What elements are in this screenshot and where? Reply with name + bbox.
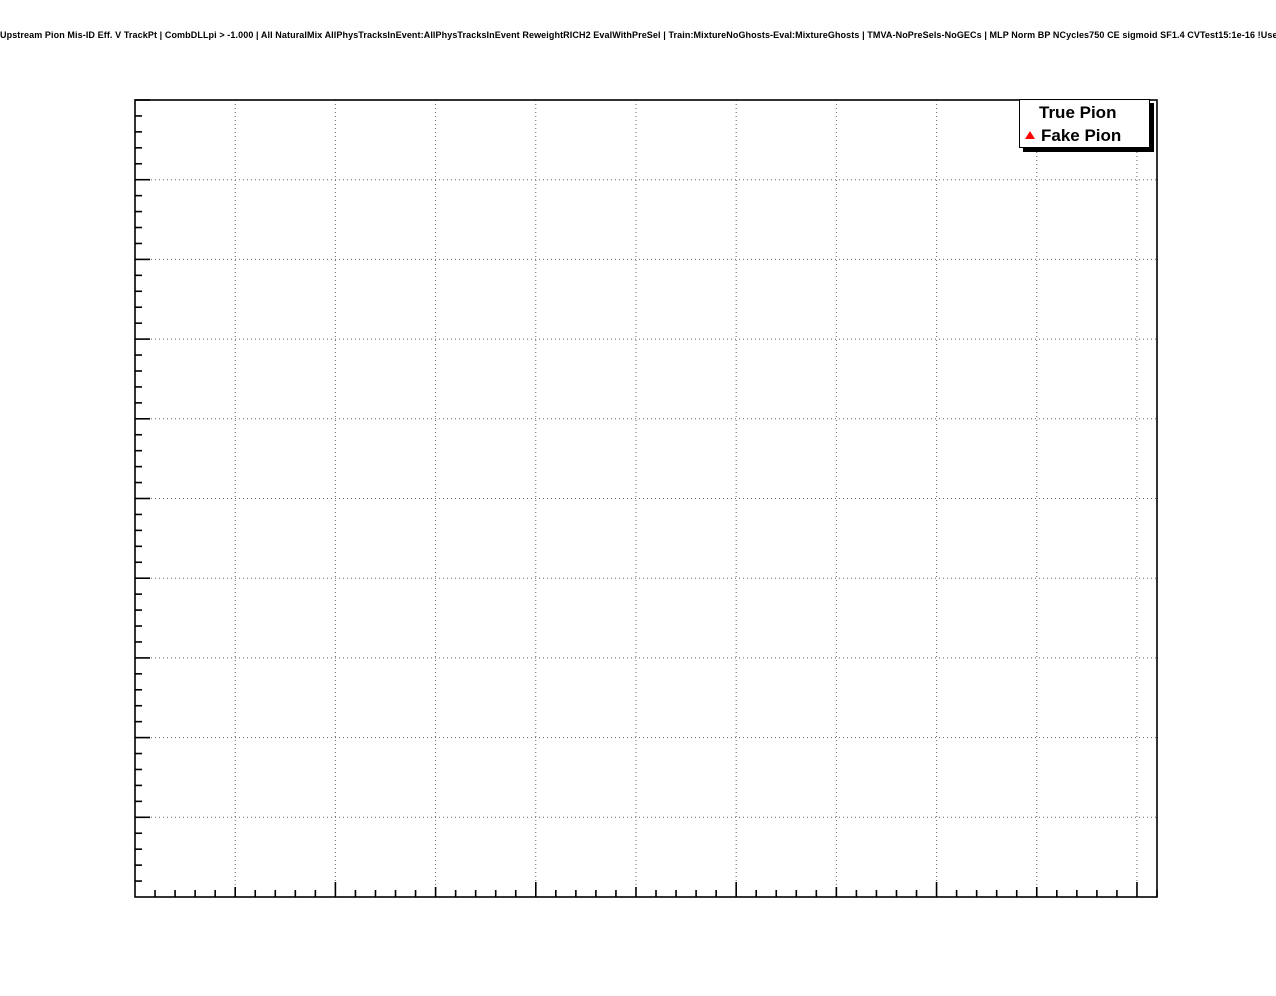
fake-pion-marker-icon bbox=[1025, 131, 1035, 139]
legend-entry-true-pion: True Pion bbox=[1025, 101, 1149, 123]
legend-label-fake-pion: Fake Pion bbox=[1041, 125, 1122, 145]
legend-entry-fake-pion: Fake Pion bbox=[1025, 124, 1149, 146]
legend-label-true-pion: True Pion bbox=[1039, 102, 1117, 122]
true-pion-marker-icon bbox=[1025, 108, 1033, 116]
legend: True Pion Fake Pion bbox=[1019, 99, 1150, 148]
plot-title: Upstream Pion Mis-ID Eff. V TrackPt | Co… bbox=[0, 30, 1276, 40]
